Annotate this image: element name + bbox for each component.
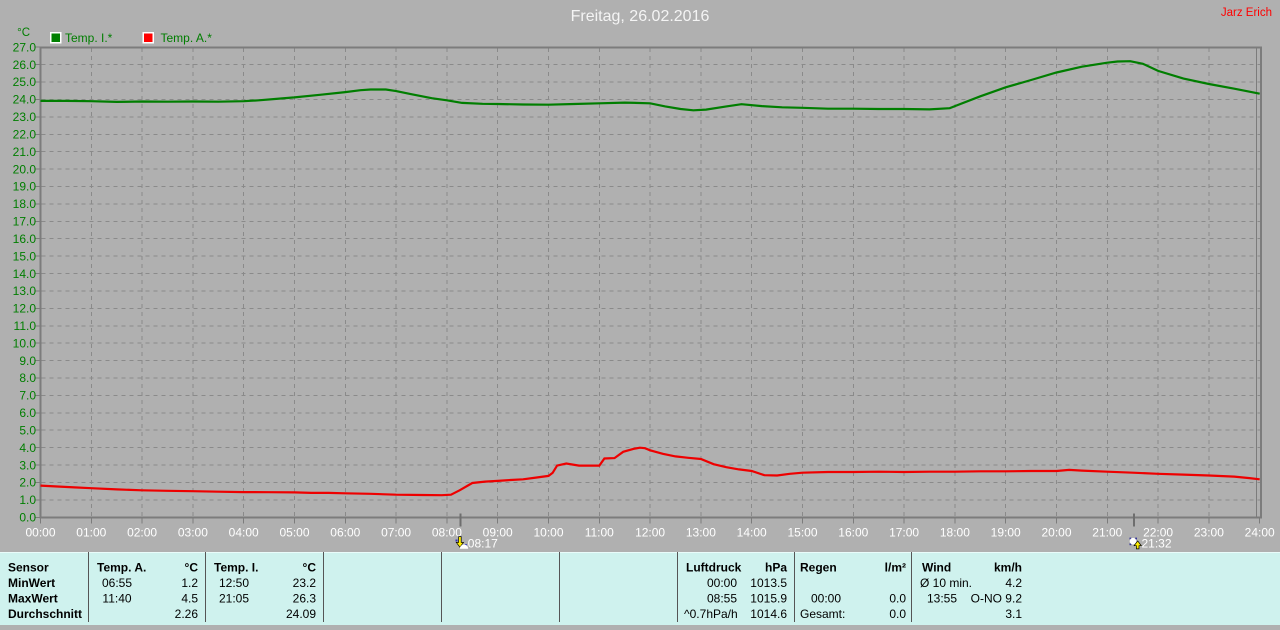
svg-text:15.0: 15.0 <box>13 249 37 263</box>
svg-text:Temp. I.: Temp. I. <box>214 560 258 574</box>
svg-text:12.0: 12.0 <box>13 302 37 316</box>
svg-text:05:00: 05:00 <box>279 526 309 540</box>
svg-text:°C: °C <box>303 560 317 574</box>
svg-text:17:00: 17:00 <box>889 526 919 540</box>
svg-text:Durchschnitt: Durchschnitt <box>8 607 82 621</box>
svg-text:06:55: 06:55 <box>102 576 132 590</box>
svg-text:15:00: 15:00 <box>787 526 817 540</box>
svg-text:6.0: 6.0 <box>19 406 36 420</box>
svg-text:11.0: 11.0 <box>14 319 37 333</box>
svg-text:01:00: 01:00 <box>76 526 106 540</box>
svg-text:4.5: 4.5 <box>181 591 198 605</box>
svg-text:03:00: 03:00 <box>178 526 208 540</box>
svg-text:13.0: 13.0 <box>13 284 37 298</box>
svg-text:11:40: 11:40 <box>102 591 131 605</box>
svg-text:4.0: 4.0 <box>19 441 36 455</box>
svg-text:12:00: 12:00 <box>635 526 665 540</box>
svg-text:00:00: 00:00 <box>811 591 841 605</box>
svg-text:13:55: 13:55 <box>927 591 957 605</box>
svg-text:Temp. I.*: Temp. I.* <box>65 31 113 45</box>
svg-text:00:00: 00:00 <box>25 526 55 540</box>
svg-text:Sensor: Sensor <box>8 560 49 574</box>
svg-text:18.0: 18.0 <box>13 197 37 211</box>
svg-text:08:55: 08:55 <box>707 591 737 605</box>
svg-text:3.1: 3.1 <box>1005 607 1022 621</box>
svg-text:26.3: 26.3 <box>293 591 317 605</box>
svg-text:21.0: 21.0 <box>13 145 37 159</box>
svg-text:24:00: 24:00 <box>1245 526 1275 540</box>
svg-text:Jarz Erich: Jarz Erich <box>1221 7 1272 19</box>
svg-text:08:00: 08:00 <box>432 526 462 540</box>
svg-text:1.0: 1.0 <box>19 493 36 507</box>
svg-text:13:00: 13:00 <box>686 526 716 540</box>
svg-text:Gesamt:: Gesamt: <box>800 607 845 621</box>
svg-text:22.0: 22.0 <box>13 128 37 142</box>
svg-text:MinWert: MinWert <box>8 576 55 590</box>
svg-text:25.0: 25.0 <box>13 75 37 89</box>
svg-text:4.2: 4.2 <box>1005 576 1022 590</box>
svg-text:14:00: 14:00 <box>737 526 767 540</box>
svg-text:Wind: Wind <box>922 560 951 574</box>
svg-text:l/m²: l/m² <box>885 560 906 574</box>
svg-text:18:00: 18:00 <box>940 526 970 540</box>
svg-text:14.0: 14.0 <box>13 267 37 281</box>
svg-text:Ø 10 min.: Ø 10 min. <box>920 576 972 590</box>
svg-text:7.0: 7.0 <box>19 389 36 403</box>
svg-text:Temp. A.*: Temp. A.* <box>161 31 213 45</box>
svg-text:21:00: 21:00 <box>1092 526 1122 540</box>
svg-text:16.0: 16.0 <box>13 232 37 246</box>
svg-text:22:00: 22:00 <box>1143 526 1173 540</box>
svg-text:°C: °C <box>17 27 30 39</box>
svg-text:04:00: 04:00 <box>229 526 259 540</box>
svg-text:12:50: 12:50 <box>219 576 249 590</box>
svg-text:MaxWert: MaxWert <box>8 591 58 605</box>
svg-text:17.0: 17.0 <box>13 215 37 229</box>
svg-text:2.26: 2.26 <box>175 607 199 621</box>
svg-text:O-NO 9.2: O-NO 9.2 <box>971 591 1023 605</box>
svg-text:Luftdruck: Luftdruck <box>686 560 742 574</box>
svg-text:°C: °C <box>185 560 199 574</box>
svg-text:23.0: 23.0 <box>13 110 37 124</box>
svg-text:10.0: 10.0 <box>13 336 37 350</box>
svg-text:08:17: 08:17 <box>468 536 498 550</box>
svg-text:27.0: 27.0 <box>13 40 37 54</box>
svg-text:3.0: 3.0 <box>19 458 36 472</box>
svg-text:24.0: 24.0 <box>13 93 37 107</box>
svg-text:2.0: 2.0 <box>19 476 36 490</box>
svg-text:Freitag, 26.02.2016: Freitag, 26.02.2016 <box>571 8 710 25</box>
svg-text:02:00: 02:00 <box>127 526 157 540</box>
svg-text:0.0: 0.0 <box>889 591 906 605</box>
svg-text:km/h: km/h <box>994 560 1022 574</box>
svg-text:Temp. A.: Temp. A. <box>97 560 146 574</box>
svg-text:21:32: 21:32 <box>1142 536 1172 550</box>
svg-text:09:00: 09:00 <box>483 526 513 540</box>
svg-text:20.0: 20.0 <box>13 162 37 176</box>
svg-text:21:05: 21:05 <box>219 591 249 605</box>
svg-text:5.0: 5.0 <box>19 423 36 437</box>
svg-text:1013.5: 1013.5 <box>750 576 787 590</box>
svg-text:07:00: 07:00 <box>381 526 411 540</box>
svg-text:0.0: 0.0 <box>19 511 36 525</box>
svg-text:Regen: Regen <box>800 560 837 574</box>
svg-text:1015.9: 1015.9 <box>750 591 787 605</box>
svg-text:24.09: 24.09 <box>286 607 316 621</box>
svg-text:16:00: 16:00 <box>838 526 868 540</box>
svg-text:10:00: 10:00 <box>533 526 563 540</box>
svg-text:00:00: 00:00 <box>707 576 737 590</box>
svg-text:19.0: 19.0 <box>13 180 37 194</box>
svg-text:8.0: 8.0 <box>19 371 36 385</box>
svg-text:23:00: 23:00 <box>1194 526 1224 540</box>
svg-text:0.0: 0.0 <box>889 607 906 621</box>
svg-text:1014.6: 1014.6 <box>750 607 787 621</box>
svg-text:19:00: 19:00 <box>991 526 1021 540</box>
svg-text:06:00: 06:00 <box>330 526 360 540</box>
svg-text:23.2: 23.2 <box>293 576 317 590</box>
svg-text:^0.7hPa/h: ^0.7hPa/h <box>684 607 738 621</box>
svg-text:9.0: 9.0 <box>19 354 36 368</box>
svg-text:hPa: hPa <box>765 560 787 574</box>
svg-text:20:00: 20:00 <box>1041 526 1071 540</box>
svg-text:11:00: 11:00 <box>585 526 614 540</box>
svg-text:26.0: 26.0 <box>13 58 37 72</box>
svg-text:1.2: 1.2 <box>181 576 198 590</box>
